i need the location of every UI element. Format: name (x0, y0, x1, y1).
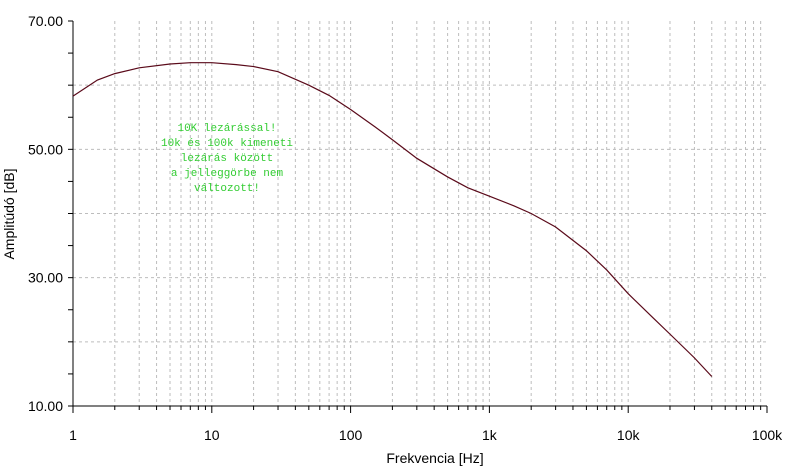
y-tick-label: 10.00 (28, 398, 63, 414)
series (72, 62, 713, 377)
axes (68, 20, 768, 413)
y-tick-label: 70.00 (28, 13, 63, 29)
y-tick-label: 50.00 (28, 141, 63, 157)
y-axis-title: Amplitúdó [dB] (1, 168, 17, 259)
x-tick-label: 1k (482, 427, 498, 443)
tick-labels: 1 10 100 1k 10k 100k 10.00 30.00 50.00 70.00 (28, 13, 783, 443)
annotation-line: 10k és 100k kimeneti (161, 138, 293, 150)
annotation-line: 10K lezárással! (177, 123, 276, 135)
x-tick-label: 10 (204, 427, 220, 443)
y-tick-label: 30.00 (28, 270, 63, 286)
x-tick-label: 100 (339, 427, 363, 443)
series-line-0 (72, 62, 713, 377)
annotation: 10K lezárással! 10k és 100k kimeneti lezár… (161, 123, 293, 195)
x-tick-label: 1 (69, 427, 77, 443)
annotation-line: a jelleggörbe nem (171, 168, 284, 180)
x-axis-title: Frekvencia [Hz] (386, 450, 483, 466)
x-tick-label: 10k (617, 427, 641, 443)
x-tick-label: 100k (752, 427, 783, 443)
annotation-line: változott! (194, 183, 260, 195)
grid (73, 21, 767, 406)
annotation-line: lezárás között (181, 153, 273, 165)
